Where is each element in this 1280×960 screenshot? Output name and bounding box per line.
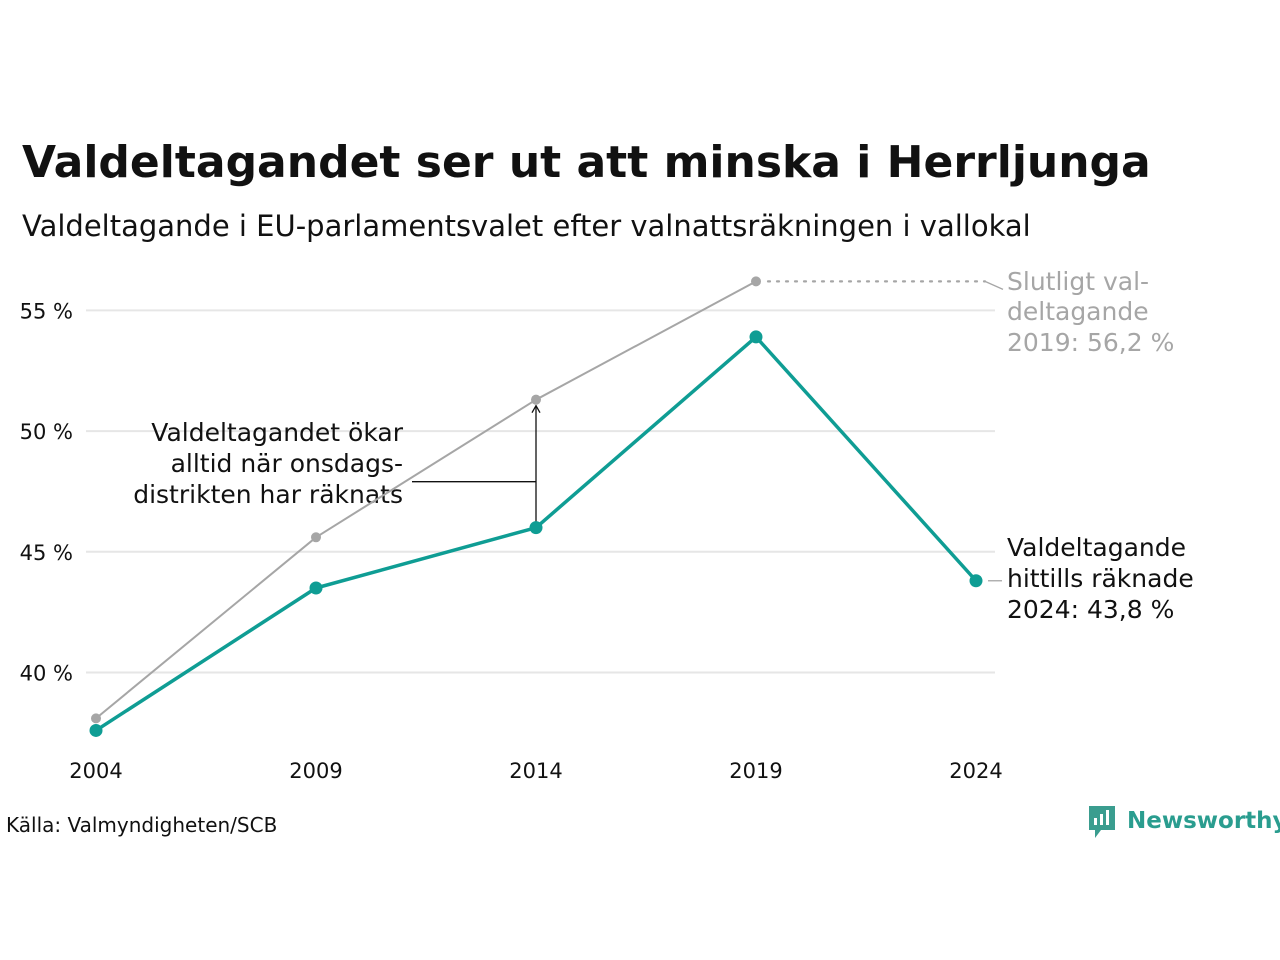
data-point-election_night <box>969 574 983 588</box>
x-tick-label: 2024 <box>949 759 1002 783</box>
increase-annotation: Valdeltagandet ökar alltid när onsdags- … <box>133 404 541 522</box>
y-tick-label: 45 % <box>20 541 73 565</box>
increase-note-line-3: distrikten har räknats <box>133 480 403 509</box>
y-tick-label: 40 % <box>20 662 73 686</box>
note-arrowhead-icon <box>531 404 541 414</box>
x-axis: 2004 2009 2014 2019 2024 <box>69 759 1002 783</box>
series-line-final <box>95 280 757 720</box>
final-turnout-line-1: Slutligt val- <box>1007 267 1149 296</box>
series <box>89 276 987 737</box>
x-tick-label: 2019 <box>729 759 782 783</box>
increase-note-line-2: alltid när onsdags- <box>171 449 403 478</box>
y-axis: 40 % 45 % 50 % 55 % <box>20 299 73 685</box>
data-point-final <box>751 276 761 287</box>
data-point-election_night <box>309 581 323 595</box>
source-note: Källa: Valmyndigheten/SCB <box>6 813 277 837</box>
data-point-final <box>531 394 541 405</box>
x-tick-label: 2004 <box>69 759 122 783</box>
data-point-final <box>91 713 101 724</box>
increase-note-line-1: Valdeltagandet ökar <box>151 418 403 447</box>
final-turnout-line-2: deltagande <box>1007 297 1149 326</box>
data-point-election_night <box>529 521 543 535</box>
final-turnout-annotation: Slutligt val- deltagande 2019: 56,2 % <box>984 267 1174 357</box>
data-point-election_night <box>89 723 103 737</box>
data-point-final <box>311 532 321 543</box>
final-connector-line <box>984 280 1004 290</box>
counted-turnout-line-3: 2024: 43,8 % <box>1007 595 1174 624</box>
x-tick-label: 2009 <box>289 759 342 783</box>
y-tick-label: 50 % <box>20 420 73 444</box>
chart-title: Valdeltagandet ser ut att minska i Herrl… <box>22 137 1151 188</box>
gridlines <box>86 309 995 674</box>
bar-chart-speech-bubble-icon <box>1089 806 1115 838</box>
final-turnout-line-3: 2019: 56,2 % <box>1007 328 1174 357</box>
counted-turnout-annotation: Valdeltagande hittills räknade 2024: 43,… <box>988 533 1194 624</box>
brand-logo: Newsworthy <box>1089 806 1280 838</box>
counted-turnout-line-2: hittills räknade <box>1007 564 1194 593</box>
x-tick-label: 2014 <box>509 759 562 783</box>
y-tick-label: 55 % <box>20 299 73 323</box>
counted-turnout-line-1: Valdeltagande <box>1007 533 1186 562</box>
data-point-election_night <box>749 330 763 344</box>
brand-name: Newsworthy <box>1127 808 1280 834</box>
chart-subtitle: Valdeltagande i EU-parlamentsvalet efter… <box>22 209 1031 243</box>
